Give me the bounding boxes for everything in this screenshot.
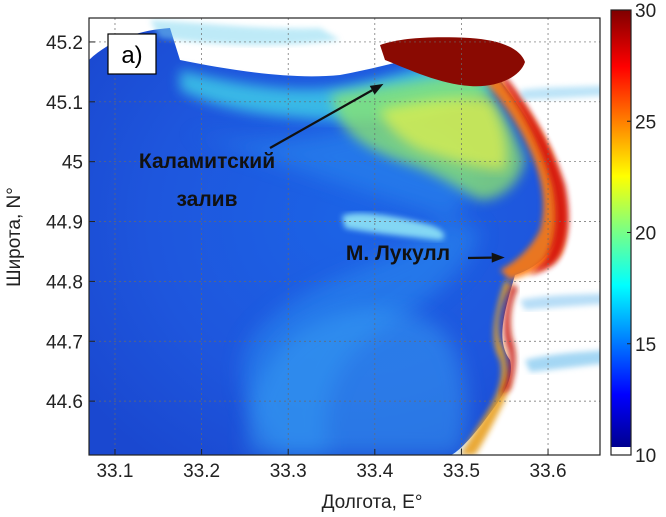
annotation-cape-arrowhead: [491, 252, 505, 263]
panel-label-box: [107, 33, 157, 75]
x-axis-label: Долгота, E°: [322, 492, 423, 513]
y-axis-label: Широта, N°: [4, 187, 25, 287]
lake-region: [380, 37, 525, 87]
y-tick-label: 45.2: [46, 33, 83, 54]
x-tick-label: 33.1: [96, 461, 133, 482]
x-tick-label: 33.3: [270, 461, 307, 482]
annotation-bay: Каламитский залив: [139, 83, 384, 211]
colorbar-gradient: [611, 10, 631, 447]
annotation-cape: М. Лукулл: [346, 242, 505, 265]
annotation-bay-arrow: [269, 89, 373, 149]
colorbar: 10 15 20 25 30: [610, 1, 656, 467]
colorbar-tick-label: 15: [635, 335, 656, 356]
y-tick-label: 44.6: [46, 392, 83, 413]
colorbar-tick-label: 30: [635, 1, 656, 22]
heatmap-field: [89, 18, 600, 455]
y-axis-ticks: 44.6 44.7 44.8 44.9 45 45.1 45.2: [46, 33, 95, 413]
y-tick-label: 44.9: [46, 213, 83, 234]
x-tick-label: 33.4: [356, 461, 393, 482]
plot-frame: [88, 17, 601, 456]
annotation-bay-arrowhead: [369, 83, 384, 95]
x-tick-label: 33.6: [530, 461, 567, 482]
colorbar-below-min: [611, 447, 631, 455]
colorbar-tick-label: 20: [635, 224, 656, 245]
x-tick-label: 33.5: [443, 461, 480, 482]
grid-lines: [89, 18, 600, 455]
colorbar-ticks: 10 15 20 25 30: [627, 1, 656, 467]
annotation-bay-line1: Каламитский: [139, 150, 275, 173]
colorbar-tick-label: 25: [635, 112, 656, 133]
y-tick-label: 44.7: [46, 332, 83, 353]
panel-label: а): [121, 42, 142, 69]
annotation-cape-label: М. Лукулл: [346, 242, 450, 265]
y-tick-label: 45: [62, 153, 83, 174]
colorbar-tick-label: 10: [635, 446, 656, 467]
annotation-bay-line2: залив: [176, 188, 237, 211]
x-tick-label: 33.2: [183, 461, 220, 482]
y-tick-label: 44.8: [46, 272, 83, 293]
x-axis-ticks: 33.1 33.2 33.3 33.4 33.5 33.6: [96, 449, 567, 482]
y-tick-label: 45.1: [46, 93, 83, 114]
